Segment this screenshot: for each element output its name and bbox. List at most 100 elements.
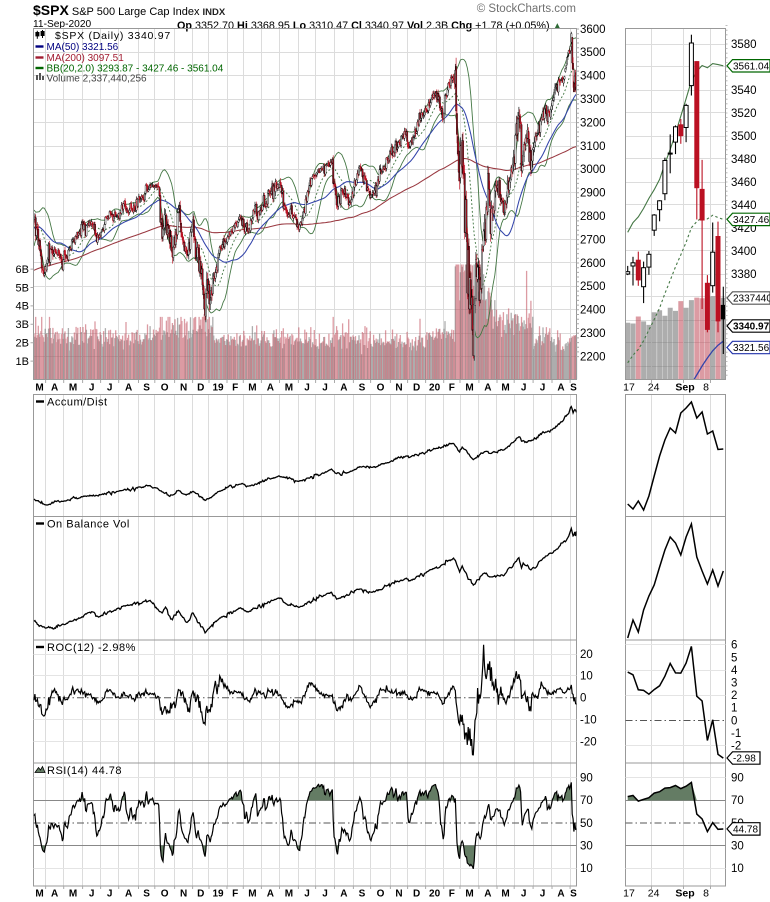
svg-text:19: 19: [212, 383, 224, 394]
svg-text:-1: -1: [731, 728, 741, 740]
svg-text:2337440: 2337440: [733, 294, 770, 305]
svg-text:3561.04: 3561.04: [733, 61, 770, 72]
svg-text:D: D: [413, 383, 420, 394]
svg-text:17: 17: [623, 888, 635, 900]
svg-text:J: J: [521, 383, 527, 394]
svg-text:24: 24: [648, 382, 660, 394]
svg-text:A: A: [557, 383, 564, 394]
svg-text:70: 70: [731, 795, 744, 807]
svg-text:3580: 3580: [731, 39, 757, 51]
svg-text:3440: 3440: [731, 200, 757, 212]
svg-text:F: F: [449, 889, 455, 900]
svg-text:5: 5: [731, 652, 737, 664]
svg-text:S: S: [143, 889, 150, 900]
svg-text:A: A: [484, 383, 491, 394]
svg-text:A: A: [340, 889, 347, 900]
svg-text:3520: 3520: [731, 108, 757, 120]
svg-text:J: J: [521, 889, 527, 900]
svg-text:5B: 5B: [16, 282, 29, 294]
svg-text:3540: 3540: [731, 85, 757, 97]
svg-text:A: A: [51, 383, 58, 394]
svg-text:O: O: [377, 383, 385, 394]
svg-text:S: S: [570, 383, 577, 394]
svg-text:2900: 2900: [580, 188, 606, 200]
svg-text:D: D: [413, 889, 420, 900]
svg-text:O: O: [377, 889, 385, 900]
svg-text:M: M: [285, 383, 293, 394]
svg-text:30: 30: [580, 840, 593, 852]
svg-text:J: J: [540, 383, 546, 394]
svg-text:0: 0: [580, 693, 586, 705]
svg-text:3B: 3B: [16, 319, 29, 331]
svg-text:3500: 3500: [731, 131, 757, 143]
svg-text:MA(200) 3097.51: MA(200) 3097.51: [47, 53, 125, 64]
svg-text:N: N: [180, 383, 187, 394]
svg-text:6B: 6B: [16, 264, 29, 276]
svg-text:M: M: [35, 889, 43, 900]
svg-text:D: D: [197, 383, 204, 394]
svg-text:A: A: [125, 889, 132, 900]
svg-text:10: 10: [731, 863, 744, 875]
svg-text:6: 6: [731, 640, 737, 652]
svg-text:A: A: [340, 383, 347, 394]
svg-text:M: M: [465, 889, 473, 900]
svg-text:D: D: [197, 889, 204, 900]
svg-text:N: N: [395, 383, 402, 394]
svg-text:J: J: [304, 383, 310, 394]
svg-text:S: S: [359, 889, 366, 900]
svg-text:10: 10: [580, 671, 593, 683]
svg-text:3321.56: 3321.56: [733, 343, 770, 354]
svg-text:J: J: [322, 889, 328, 900]
svg-text:Sep: Sep: [675, 382, 694, 394]
svg-text:3480: 3480: [731, 154, 757, 166]
svg-text:8: 8: [703, 382, 709, 394]
svg-text:ROC(12) -2.98%: ROC(12) -2.98%: [47, 642, 136, 654]
svg-text:MA(50) 3321.56: MA(50) 3321.56: [47, 42, 119, 53]
svg-text:M: M: [69, 889, 77, 900]
svg-text:2400: 2400: [580, 305, 606, 317]
svg-text:20: 20: [580, 649, 593, 661]
svg-text:-2.98: -2.98: [733, 754, 756, 765]
svg-text:N: N: [395, 889, 402, 900]
svg-text:M: M: [285, 889, 293, 900]
svg-text:24: 24: [648, 888, 660, 900]
svg-text:M: M: [69, 383, 77, 394]
svg-text:On Balance Vol: On Balance Vol: [47, 519, 130, 531]
svg-text:Volume 2,337,440,256: Volume 2,337,440,256: [47, 74, 148, 85]
svg-text:3500: 3500: [580, 47, 606, 59]
svg-text:90: 90: [580, 773, 593, 785]
svg-text:3427.46: 3427.46: [733, 215, 770, 226]
svg-text:20: 20: [429, 889, 441, 900]
svg-text:10: 10: [580, 863, 593, 875]
svg-text:M: M: [248, 889, 256, 900]
svg-text:F: F: [232, 889, 238, 900]
svg-text:3200: 3200: [580, 117, 606, 129]
svg-text:3100: 3100: [580, 141, 606, 153]
svg-text:N: N: [180, 889, 187, 900]
svg-text:2700: 2700: [580, 234, 606, 246]
svg-text:3380: 3380: [731, 269, 757, 281]
svg-text:1B: 1B: [16, 356, 29, 368]
svg-text:1: 1: [731, 703, 737, 715]
svg-text:F: F: [232, 383, 238, 394]
svg-text:J: J: [89, 383, 95, 394]
svg-text:2B: 2B: [16, 338, 29, 350]
svg-text:0: 0: [731, 715, 737, 727]
svg-text:J: J: [540, 889, 546, 900]
svg-text:70: 70: [580, 795, 593, 807]
svg-text:2300: 2300: [580, 328, 606, 340]
svg-text:3000: 3000: [580, 164, 606, 176]
svg-text:O: O: [161, 383, 169, 394]
svg-text:S: S: [570, 889, 577, 900]
svg-text:A: A: [51, 889, 58, 900]
svg-text:30: 30: [731, 840, 744, 852]
svg-text:O: O: [161, 889, 169, 900]
svg-text:3300: 3300: [580, 94, 606, 106]
svg-text:S: S: [143, 383, 150, 394]
svg-text:2: 2: [731, 690, 737, 702]
svg-text:3460: 3460: [731, 177, 757, 189]
svg-text:BB(20,2.0) 3293.87 - 3427.46 -: BB(20,2.0) 3293.87 - 3427.46 - 3561.04: [47, 64, 224, 75]
svg-text:50: 50: [580, 818, 593, 830]
svg-text:19: 19: [212, 889, 224, 900]
svg-text:-10: -10: [580, 715, 597, 727]
